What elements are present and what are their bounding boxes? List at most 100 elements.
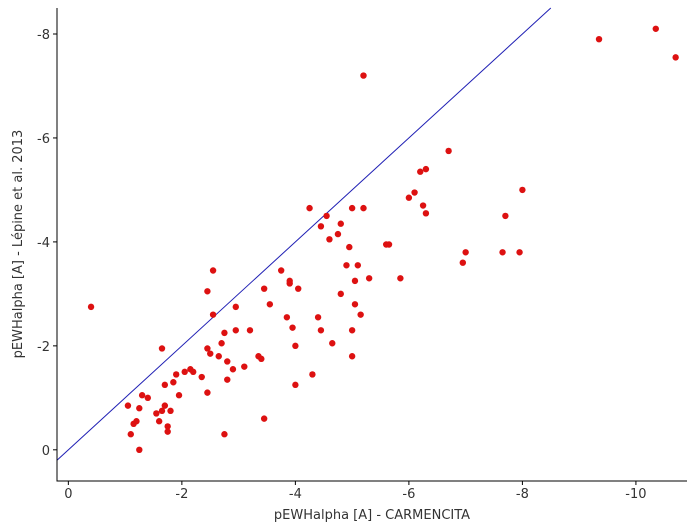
data-point (283, 314, 291, 321)
data-point (260, 415, 268, 422)
data-point (397, 275, 404, 282)
data-point (204, 288, 211, 295)
y-axis-title: pEWHalpha [A] - Lépine et al. 2013 (11, 130, 26, 359)
data-point (422, 210, 430, 217)
y-tick-label: -8 (37, 28, 50, 43)
plot-area (57, 8, 687, 481)
data-point (224, 358, 231, 365)
data-point (385, 241, 393, 248)
data-point (218, 340, 225, 347)
data-point (329, 340, 336, 347)
data-point (343, 262, 350, 269)
data-point (158, 345, 166, 352)
y-tick-label: -2 (37, 340, 50, 355)
data-point (289, 324, 296, 331)
data-point (153, 410, 160, 417)
axes-layer (56, 8, 687, 482)
data-point (292, 342, 299, 350)
data-point (204, 389, 211, 396)
data-point (348, 353, 356, 360)
data-point (164, 423, 171, 430)
data-point (672, 54, 679, 61)
data-point (155, 418, 163, 425)
data-point (519, 186, 526, 194)
data-point (295, 285, 302, 292)
data-point (422, 165, 430, 173)
y-tick-label: -6 (37, 132, 50, 147)
x-tick-label: -10 (625, 487, 646, 502)
reference-line (56, 7, 552, 461)
data-point (499, 249, 506, 256)
data-point (502, 212, 509, 220)
data-point (292, 381, 299, 389)
data-point (516, 249, 523, 256)
data-point (419, 202, 427, 209)
data-point (348, 327, 356, 334)
data-point (133, 418, 140, 425)
x-tick-label: -2 (175, 487, 188, 502)
data-point (181, 368, 188, 376)
data-point (317, 327, 325, 334)
data-point (164, 428, 171, 435)
data-point (224, 376, 231, 383)
data-point (241, 363, 248, 370)
data-point (124, 402, 132, 409)
x-tick-label: -4 (289, 487, 302, 502)
data-point (221, 431, 228, 438)
data-point (348, 204, 356, 212)
data-point (286, 277, 293, 285)
data-point (170, 379, 177, 386)
data-point (221, 329, 228, 337)
data-point (138, 392, 146, 399)
data-point (260, 285, 268, 292)
data-point (337, 290, 344, 298)
data-point (445, 147, 452, 155)
data-point (158, 407, 166, 415)
data-point (161, 402, 169, 409)
data-point (306, 204, 313, 212)
data-point (258, 355, 265, 363)
y-tick-label: -4 (37, 236, 50, 251)
y-tick-label: 0 (42, 444, 50, 459)
data-point (360, 204, 367, 212)
data-point (360, 72, 367, 79)
data-points-layer (87, 25, 679, 454)
data-point (337, 220, 344, 227)
reference-line-layer (56, 7, 552, 461)
x-tick-label: -8 (516, 487, 529, 502)
data-point (326, 236, 333, 243)
data-point (215, 353, 222, 360)
x-tick-label: -6 (402, 487, 415, 502)
data-point (314, 314, 322, 321)
data-point (136, 446, 143, 454)
data-point (417, 168, 424, 175)
data-point (175, 392, 183, 399)
data-point (161, 381, 169, 389)
data-point (334, 230, 342, 238)
x-tick-label: 0 (64, 487, 72, 502)
data-point (652, 25, 659, 32)
data-point (595, 35, 603, 43)
ticks-layer: 0 -2 -4 -6 -8 -10 0 -2 -4 -6 -8 (37, 28, 647, 502)
data-point (365, 275, 373, 282)
data-point (87, 303, 95, 311)
data-point (405, 194, 413, 201)
data-point (207, 350, 214, 357)
data-point (209, 267, 217, 274)
data-point (411, 189, 418, 196)
data-point (190, 368, 197, 376)
data-point (277, 267, 285, 274)
data-point (204, 345, 211, 352)
data-point (459, 259, 467, 266)
data-point (127, 431, 134, 438)
data-point (323, 212, 330, 220)
data-point (232, 327, 239, 334)
data-point (357, 311, 364, 318)
data-point (246, 327, 254, 334)
data-point (198, 373, 205, 381)
data-point (266, 301, 274, 308)
x-axis-title: pEWHalpha [A] - CARMENCITA (274, 508, 470, 523)
data-point (354, 262, 362, 269)
data-point (317, 223, 325, 230)
